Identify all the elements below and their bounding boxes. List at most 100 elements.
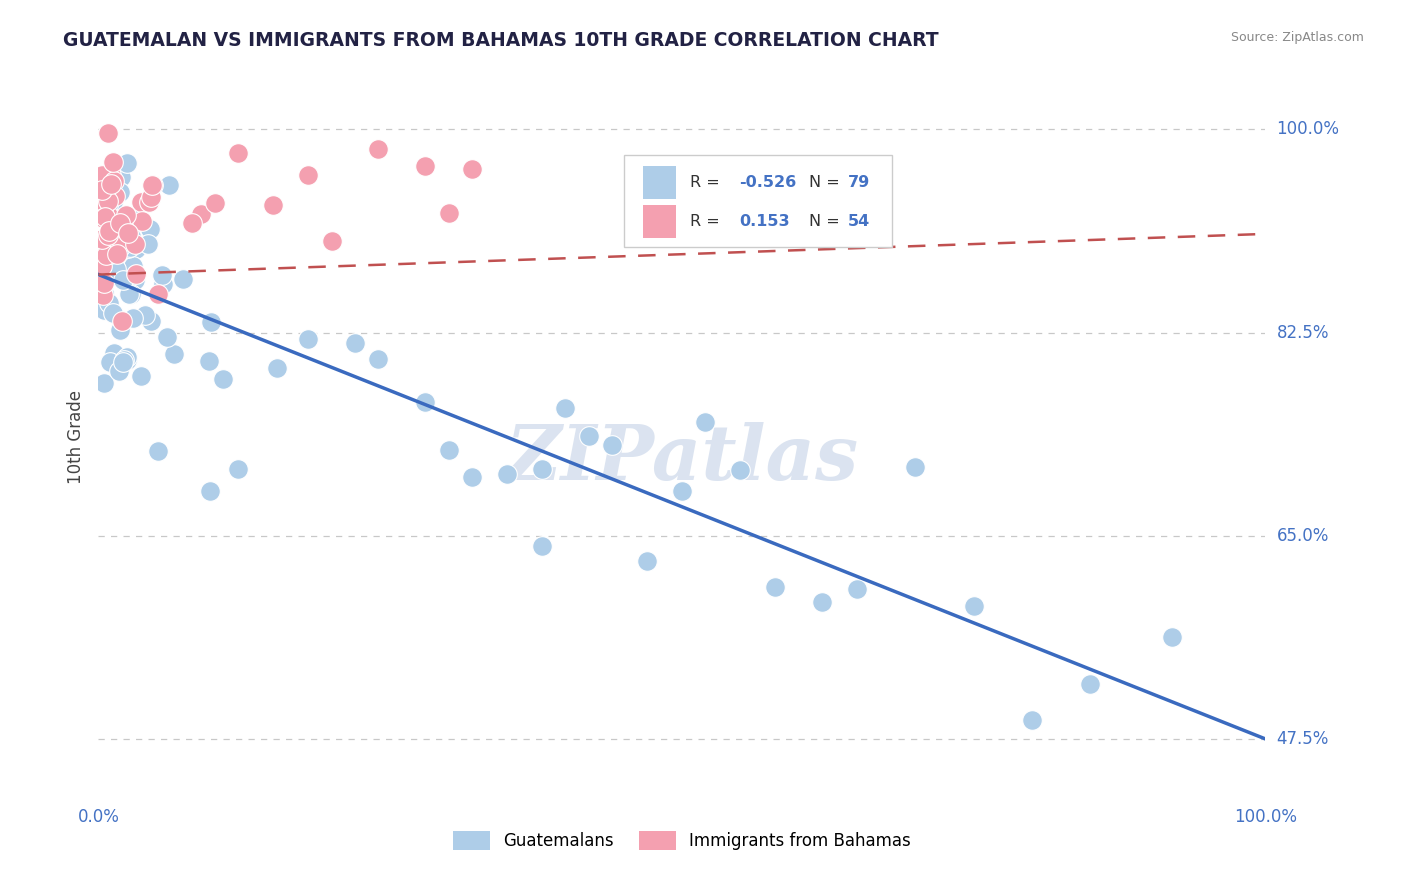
Point (636, 554, 658, 568)
Point (114, 268, 136, 282)
Point (157, 178, 180, 192)
Point (115, 208, 138, 222)
Point (94, 244, 117, 259)
Point (97, 197, 120, 211)
Text: R =: R = (690, 214, 725, 229)
Point (156, 330, 179, 344)
Point (904, 459, 927, 474)
Point (103, 306, 125, 320)
Point (141, 178, 163, 193)
Point (148, 286, 170, 301)
Point (97, 208, 120, 222)
Point (91, 211, 114, 225)
Point (91, 232, 114, 246)
Point (103, 189, 125, 203)
Point (111, 314, 134, 328)
Point (93, 256, 115, 270)
Point (530, 462, 553, 476)
Point (100, 229, 122, 244)
Point (124, 237, 146, 252)
FancyBboxPatch shape (624, 155, 891, 247)
Point (108, 185, 131, 199)
Point (413, 395, 436, 409)
Point (131, 213, 153, 227)
Point (139, 221, 162, 235)
Point (112, 233, 135, 247)
Point (190, 207, 212, 221)
Point (97, 126, 120, 140)
Point (212, 372, 235, 386)
Point (117, 226, 139, 240)
Point (100, 168, 122, 182)
Point (180, 216, 202, 230)
Point (108, 323, 131, 337)
Point (101, 195, 124, 210)
Point (437, 206, 460, 220)
Point (103, 346, 125, 360)
Point (228, 146, 250, 161)
Point (139, 189, 162, 203)
Point (122, 259, 145, 273)
Point (96, 248, 118, 262)
Point (107, 239, 129, 253)
Point (146, 444, 169, 458)
Point (120, 286, 142, 301)
Point (98, 355, 121, 369)
Point (115, 352, 138, 367)
Point (146, 286, 169, 301)
Point (101, 154, 124, 169)
Point (108, 240, 131, 254)
Point (93, 302, 115, 317)
Point (138, 194, 160, 209)
Point (100, 178, 122, 192)
Text: 0.153: 0.153 (740, 214, 790, 229)
Point (97, 224, 120, 238)
Point (367, 352, 389, 367)
Point (266, 360, 288, 375)
Point (118, 222, 141, 236)
Point (103, 173, 125, 187)
Point (138, 236, 160, 251)
Point (198, 354, 221, 368)
Point (1080, 677, 1102, 691)
Bar (644, 166, 676, 199)
Bar (644, 205, 676, 238)
Point (94, 193, 117, 207)
Point (122, 310, 145, 325)
Text: N =: N = (808, 175, 845, 190)
Point (367, 142, 389, 156)
Point (1161, 630, 1184, 644)
Point (94, 210, 117, 224)
Point (496, 467, 519, 481)
Point (150, 268, 173, 283)
Point (93, 276, 115, 290)
Point (107, 364, 129, 378)
Text: ZIPatlas: ZIPatlas (505, 422, 859, 496)
Text: 100.0%: 100.0% (1277, 120, 1340, 138)
Point (112, 273, 135, 287)
Point (152, 277, 174, 291)
Point (90, 183, 112, 197)
Point (93, 376, 115, 391)
Point (846, 582, 869, 596)
Point (129, 195, 152, 210)
Point (112, 353, 135, 368)
Point (461, 470, 484, 484)
Text: 54: 54 (848, 214, 870, 229)
Point (90, 285, 112, 300)
Point (437, 442, 460, 457)
Point (321, 234, 343, 248)
Point (94, 172, 117, 186)
Point (695, 415, 717, 429)
Text: 47.5%: 47.5% (1277, 730, 1329, 748)
Point (204, 196, 226, 211)
Point (93, 286, 115, 301)
Point (90, 169, 112, 183)
Text: N =: N = (808, 214, 845, 229)
Point (172, 272, 194, 286)
Point (1021, 713, 1043, 727)
Point (97, 227, 120, 242)
Point (671, 484, 693, 499)
Point (413, 159, 436, 173)
Point (297, 169, 319, 183)
